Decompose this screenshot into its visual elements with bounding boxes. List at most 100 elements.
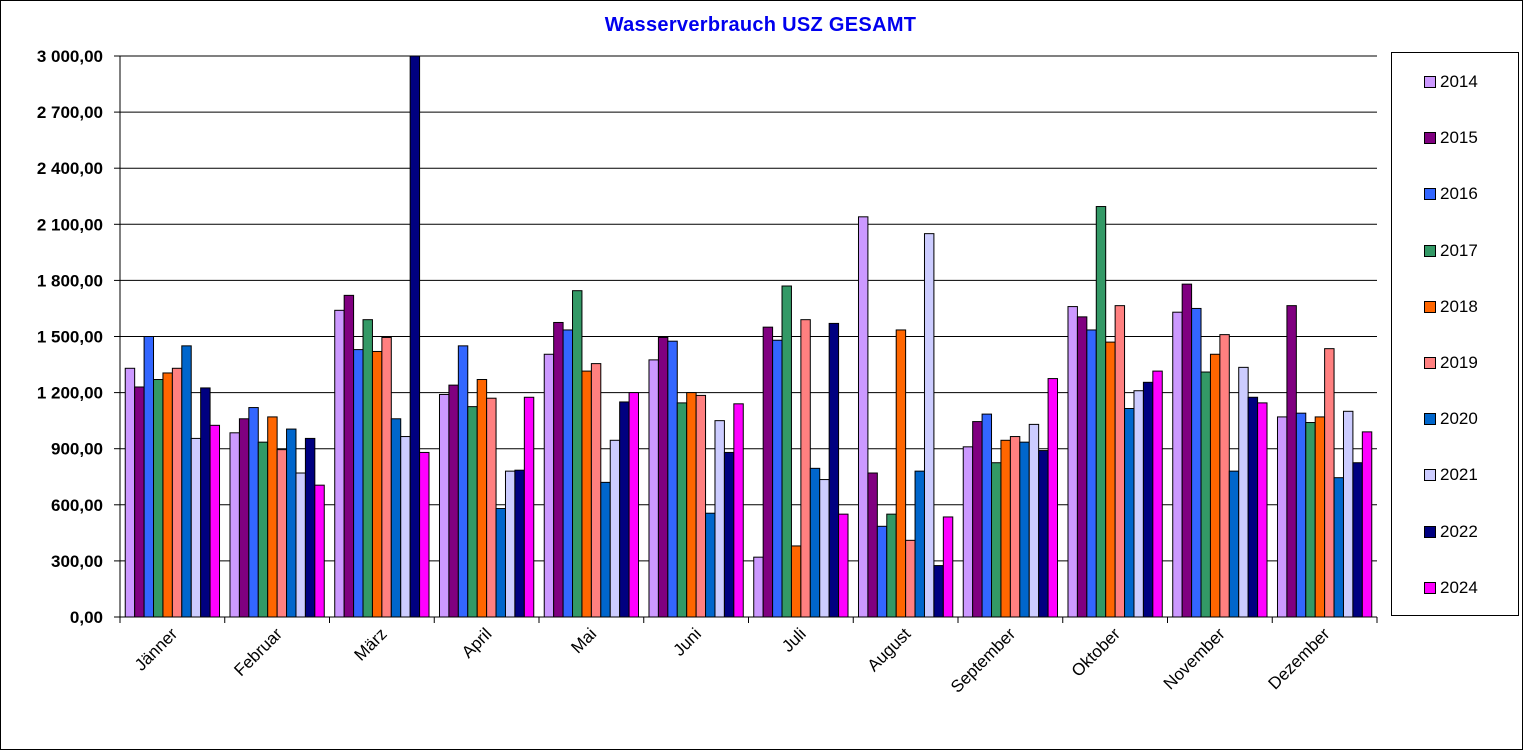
legend-label: 2015: [1440, 128, 1478, 148]
bar: [523, 396, 535, 618]
x-tick-label: Mai: [567, 624, 600, 657]
bar: [809, 467, 821, 618]
bar: [1181, 283, 1193, 618]
x-tick-label: Oktober: [1068, 624, 1124, 680]
x-tick-label: Jänner: [131, 624, 181, 674]
legend-label: 2020: [1440, 409, 1478, 429]
bar: [705, 512, 716, 618]
bar: [1124, 407, 1135, 618]
x-tick-label: September: [947, 624, 1019, 696]
bar: [143, 336, 155, 618]
legend-item: 2024: [1424, 578, 1478, 597]
legend-item: 2017: [1424, 241, 1478, 260]
y-tick-label: 1 800,00: [37, 271, 103, 290]
bar: [838, 513, 849, 618]
chart-title: Wasserverbrauch USZ GESAMT: [604, 14, 917, 36]
bar: [1009, 436, 1021, 618]
y-tick-label: 0,00: [70, 608, 103, 627]
y-tick-label: 300,00: [51, 552, 103, 571]
bar: [1191, 307, 1202, 618]
legend-swatch: [1424, 188, 1436, 201]
bar: [486, 397, 497, 618]
bar: [257, 441, 269, 618]
legend-swatch: [1424, 525, 1436, 538]
legend-label: 2022: [1440, 521, 1478, 541]
bar: [572, 290, 583, 618]
legend-item: 2015: [1424, 128, 1478, 148]
bar: [400, 436, 411, 618]
legend-label: 2019: [1440, 353, 1478, 372]
bar: [648, 359, 659, 618]
bar: [200, 387, 211, 618]
legend-swatch: [1424, 244, 1436, 257]
bar: [371, 350, 383, 618]
bar: [495, 508, 506, 618]
bar: [1076, 316, 1088, 618]
bar: [867, 472, 878, 618]
bar: [1019, 441, 1030, 618]
bar: [419, 451, 430, 618]
bar: [153, 379, 164, 618]
bar: [390, 418, 402, 618]
bar: [800, 319, 811, 618]
bar: [438, 393, 450, 618]
legend-swatch: [1424, 300, 1436, 313]
bar: [1114, 305, 1126, 618]
x-tick-label: Juli: [778, 624, 809, 655]
bar: [590, 363, 602, 618]
legend-swatch: [1424, 357, 1436, 369]
bar: [886, 513, 897, 618]
bar: [276, 449, 288, 618]
bar: [304, 437, 316, 618]
legend-label: 2014: [1440, 72, 1478, 91]
bar: [790, 545, 802, 618]
x-tick-label: März: [351, 624, 391, 664]
bar: [1276, 416, 1288, 618]
bar: [248, 407, 259, 618]
bar: [942, 516, 954, 618]
bar: [914, 470, 925, 618]
bar: [543, 353, 555, 618]
x-tick-label: April: [458, 624, 495, 661]
bar: [723, 451, 735, 618]
bar: [1105, 341, 1116, 618]
bar: [362, 319, 373, 618]
bar: [1172, 311, 1183, 618]
bar: [772, 339, 783, 618]
bar: [267, 416, 278, 618]
bar: [581, 370, 592, 618]
x-tick-label: November: [1160, 624, 1229, 693]
legend-item: 2020: [1424, 409, 1478, 429]
bar: [1247, 396, 1259, 618]
bar: [1152, 370, 1163, 618]
bar: [1352, 462, 1363, 618]
legend-label: 2016: [1440, 184, 1478, 204]
bar: [1342, 410, 1354, 618]
bar: [762, 326, 774, 618]
bar: [343, 294, 355, 618]
x-tick-label: Juni: [669, 624, 704, 659]
bar: [1086, 329, 1097, 618]
bar: [1028, 423, 1040, 618]
bar: [1000, 439, 1011, 618]
bar: [504, 470, 516, 618]
bar: [1314, 416, 1326, 618]
bar: [819, 479, 830, 618]
x-tick-label: August: [864, 624, 915, 675]
legend-swatch: [1424, 132, 1436, 145]
bar: [895, 329, 907, 618]
y-tick-label: 2 100,00: [37, 215, 103, 234]
bar: [609, 439, 621, 618]
bar: [657, 336, 669, 618]
y-tick-label: 600,00: [51, 496, 103, 515]
y-tick-label: 1 500,00: [37, 328, 103, 347]
bar: [1333, 477, 1344, 618]
x-tick-label: Februar: [230, 624, 286, 680]
bar: [467, 406, 478, 618]
bar: [1286, 305, 1297, 618]
bar: [553, 321, 564, 618]
bar: [1047, 378, 1059, 618]
bar: [1133, 390, 1144, 618]
bar: [1200, 371, 1211, 618]
